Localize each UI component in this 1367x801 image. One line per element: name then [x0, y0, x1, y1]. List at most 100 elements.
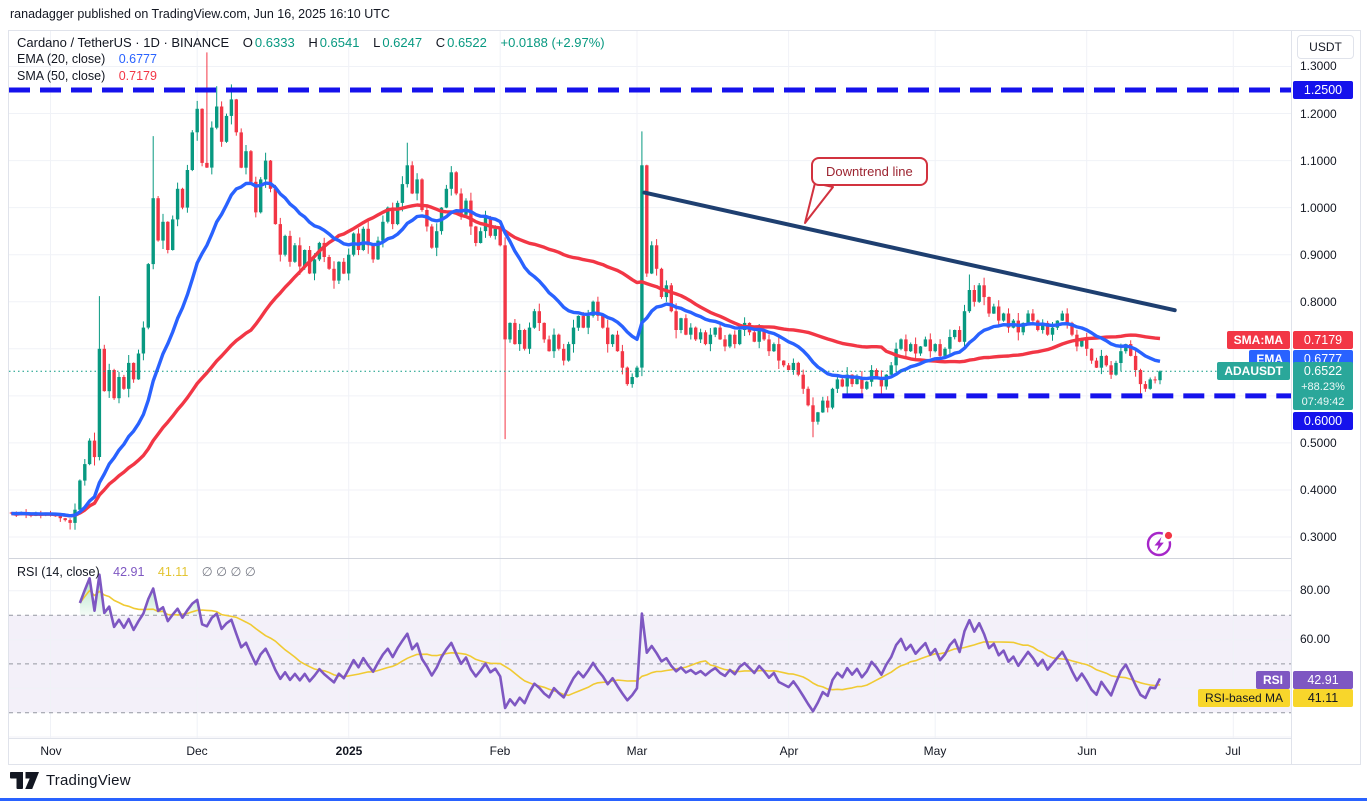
candle-body — [493, 228, 497, 236]
candle-body — [395, 202, 400, 225]
candle-body — [645, 165, 649, 274]
candle-body — [894, 348, 898, 366]
candle-body — [586, 315, 590, 328]
main-chart-pane[interactable] — [9, 31, 1291, 558]
ema-label[interactable]: EMA (20, close) — [17, 52, 106, 66]
candle-body — [777, 344, 781, 361]
rsi-name-tag: RSI — [1255, 671, 1290, 689]
tradingview-logo-icon — [10, 772, 39, 789]
candle-body — [796, 362, 800, 375]
candle-body — [337, 261, 341, 281]
change-value: +0.0188 (+2.97%) — [500, 35, 605, 50]
candle-body — [913, 344, 918, 354]
candle-body — [166, 221, 170, 250]
time-axis[interactable]: Nov Dec 2025 Feb Mar Apr May Jun Jul — [9, 738, 1358, 764]
candle-body — [200, 108, 204, 163]
candle-body — [840, 379, 844, 387]
high-value: 0.6541 — [319, 35, 360, 50]
symbol-legend[interactable]: Cardano / TetherUS · 1D · BINANCE O 0.633… — [17, 35, 605, 50]
tradingview-footer[interactable]: TradingView — [10, 769, 131, 792]
price-axis[interactable]: USDT 1.2500 0.7179 0.6777 0.6522 +88.23%… — [1291, 31, 1359, 764]
candle-body — [532, 311, 537, 328]
candle-body — [1094, 360, 1099, 368]
candle-body — [733, 334, 737, 345]
rsi-value-badge: 42.91 — [1293, 671, 1353, 689]
candle-body — [679, 318, 683, 330]
candle-body — [293, 245, 297, 262]
candle-body — [498, 228, 502, 246]
candle-body — [874, 370, 879, 378]
candle-body — [811, 405, 815, 422]
candle-body — [522, 330, 527, 349]
support-price-badge: 0.6000 — [1293, 412, 1353, 430]
candle-body — [122, 377, 126, 389]
candle-body — [474, 226, 478, 243]
price-tick-label: 1.2000 — [1300, 107, 1337, 121]
ema-value: 0.6777 — [118, 52, 157, 66]
candle-body — [953, 330, 957, 338]
time-axis-label: Jul — [1225, 744, 1241, 758]
rsi-pane[interactable] — [9, 558, 1291, 738]
candle-body — [977, 285, 981, 302]
candle-body — [669, 285, 673, 312]
flash-boost-icon[interactable] — [1144, 528, 1176, 560]
candle-body — [630, 377, 634, 385]
candle-body — [601, 315, 605, 328]
candle-body — [542, 322, 546, 340]
candle-body — [87, 440, 92, 465]
candle-body — [161, 221, 165, 241]
candle-body — [772, 344, 776, 352]
rsi-chart[interactable] — [9, 559, 1291, 738]
candle-body — [444, 188, 449, 208]
candle-body — [948, 337, 952, 349]
candle-body — [127, 362, 131, 389]
candle-body — [1060, 313, 1064, 321]
candle-body — [552, 334, 556, 352]
rsi-legend[interactable]: RSI (14, close) 42.91 41.11 ∅ ∅ ∅ ∅ — [17, 564, 256, 579]
candle-body — [131, 362, 136, 380]
candlestick-chart[interactable] — [9, 31, 1291, 558]
candle-body — [1114, 362, 1118, 375]
symbol-title[interactable]: Cardano / TetherUS · 1D · BINANCE — [17, 35, 230, 50]
time-axis-label: Nov — [40, 744, 62, 758]
rsi-ma-name-tag: RSI-based MA — [1197, 689, 1290, 707]
rsi-tick-label: 60.00 — [1300, 632, 1331, 646]
candle-body — [1006, 313, 1011, 328]
candle-body — [566, 344, 571, 361]
candle-body — [195, 108, 199, 133]
candle-body — [288, 235, 292, 262]
candle-body — [449, 172, 453, 189]
candle-body — [713, 327, 717, 335]
candle-body — [381, 221, 385, 241]
ema-legend[interactable]: EMA (20, close) 0.6777 — [17, 52, 157, 66]
candle-body — [654, 245, 659, 269]
callout-tail — [804, 182, 834, 224]
candle-body — [757, 330, 761, 342]
candle-body — [786, 365, 791, 370]
time-axis-label: Feb — [489, 744, 511, 758]
rsi-label[interactable]: RSI (14, close) — [17, 565, 100, 579]
downtrend-callout[interactable]: Downtrend line — [811, 157, 928, 186]
sma-label[interactable]: SMA (50, close) — [17, 69, 106, 83]
candle-body — [342, 261, 346, 274]
candle-body — [738, 330, 742, 345]
candle-body — [1065, 313, 1069, 323]
price-tick-label: 1.0000 — [1300, 201, 1337, 215]
candle-body — [259, 179, 263, 213]
last-price-badge: 0.6522 +88.23% 07:49:42 — [1293, 362, 1353, 410]
currency-unit-button[interactable]: USDT — [1297, 35, 1354, 59]
sma-legend[interactable]: SMA (50, close) 0.7179 — [17, 69, 157, 83]
candle-body — [1041, 322, 1045, 330]
candle-body — [1153, 379, 1157, 381]
candle-body — [332, 268, 336, 281]
candle-body — [1133, 355, 1138, 370]
price-tick-label: 0.9000 — [1300, 248, 1337, 262]
candle-body — [972, 290, 976, 302]
candle-body — [640, 165, 644, 368]
candle-body — [386, 207, 390, 222]
candle-body — [97, 348, 102, 457]
candle-body — [884, 374, 888, 387]
candle-body — [312, 259, 317, 274]
candle-body — [650, 245, 654, 274]
rsi-line — [78, 573, 1162, 713]
